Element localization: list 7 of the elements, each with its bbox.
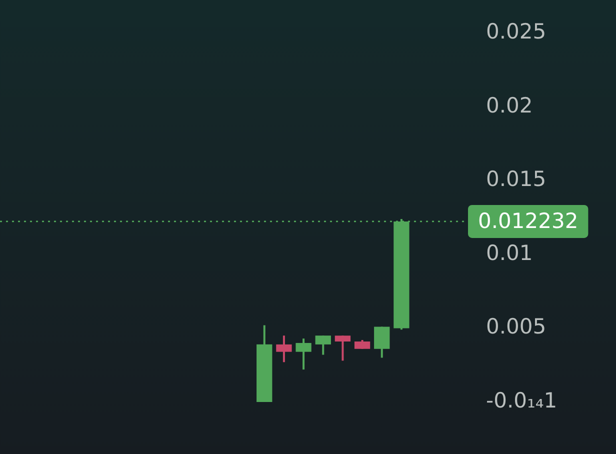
y-tick-label: 0.02	[486, 93, 533, 118]
y-tick-label: 0.015	[486, 167, 546, 192]
y-tick-label: 0.025	[486, 19, 546, 44]
y-tick-label: 0.01	[486, 240, 533, 265]
y-tick-label: 0.005	[486, 314, 546, 339]
y-tick-label: -0.0₁₄1	[486, 388, 558, 412]
ref-line-label: 0.012232	[478, 208, 578, 233]
